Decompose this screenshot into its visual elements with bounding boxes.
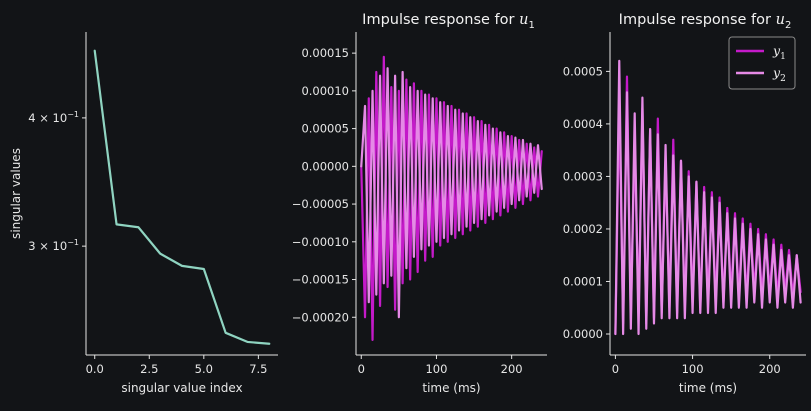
legend-entry-subscript: 1: [780, 52, 786, 62]
y-tick-label: −0.00010: [292, 235, 349, 249]
panel-title-text: Impulse response for: [362, 12, 519, 28]
x-tick-label: 200: [759, 362, 781, 376]
panel-title-text: Impulse response for: [619, 12, 776, 28]
series-line-1: [93, 49, 271, 345]
legend-entry-subscript: 2: [780, 74, 786, 84]
x-tick-label: 0: [358, 362, 365, 376]
y-axis-title: singular values: [9, 148, 23, 239]
panel-title: Impulse response for u2: [619, 12, 792, 31]
y-tick-label: −0.00005: [292, 197, 349, 211]
y-tick-label: 3 × 10−1: [28, 238, 79, 253]
y-tick-mantissa: 3 × 10: [28, 239, 67, 253]
panel-title-subscript: 1: [528, 20, 534, 31]
y-tick-mantissa: 4 × 10: [28, 111, 67, 125]
y-tick-label: −0.00015: [292, 273, 349, 287]
x-axis-title: time (ms): [679, 381, 737, 395]
x-tick-label: 5.0: [195, 362, 213, 376]
legend-entry-base: y: [772, 65, 781, 80]
y-tick-label: 0.00015: [301, 46, 349, 60]
y-tick-exponent: −1: [67, 238, 79, 247]
y-tick-label: 0.0002: [563, 222, 603, 236]
panel-title-math: u: [776, 12, 785, 28]
y-tick-label: 4 × 10−1: [28, 110, 79, 125]
y-tick-label: 0.0004: [563, 117, 603, 131]
series-line-2: [614, 59, 802, 336]
legend-entry: y1: [772, 43, 786, 62]
x-tick-label: 200: [501, 362, 523, 376]
y-tick-exponent: −1: [67, 110, 79, 119]
y-tick-label: 0.0001: [563, 274, 603, 288]
x-tick-label: 0.0: [86, 362, 104, 376]
x-axis-title: singular value index: [121, 381, 242, 395]
x-tick-label: 100: [425, 362, 447, 376]
legend-entry: y2: [772, 65, 786, 84]
y-tick-label: −0.00020: [292, 310, 349, 324]
x-tick-label: 2.5: [140, 362, 158, 376]
panel-title: Impulse response for u1: [362, 12, 535, 31]
y-tick-label: 0.00000: [301, 159, 349, 173]
impulse-response-u2-panel: 0 100 200 0.0005 0.0004 0.0003 0.0002 0.0001 0.0…: [563, 12, 806, 395]
series-line-2: [360, 67, 543, 319]
x-tick-label: 0: [612, 362, 619, 376]
legend-entry-base: y: [772, 43, 781, 58]
x-tick-label: 7.5: [249, 362, 267, 376]
series-line-1: [360, 55, 543, 342]
panel-title-subscript: 2: [785, 20, 791, 31]
y-tick-label: 0.0003: [563, 169, 603, 183]
y-tick-label: 0.00005: [301, 122, 349, 136]
y-tick-label: 0.00010: [301, 84, 349, 98]
y-tick-label: 0.0000: [563, 327, 603, 341]
panel-title-math: u: [519, 12, 528, 28]
x-tick-label: 100: [682, 362, 704, 376]
y-tick-label: 0.0005: [563, 64, 603, 78]
impulse-response-u1-panel: 0 100 200 0.00015 0.00010 0.00005 0.00000 −0.00…: [292, 12, 547, 395]
x-axis-title: time (ms): [422, 381, 480, 395]
